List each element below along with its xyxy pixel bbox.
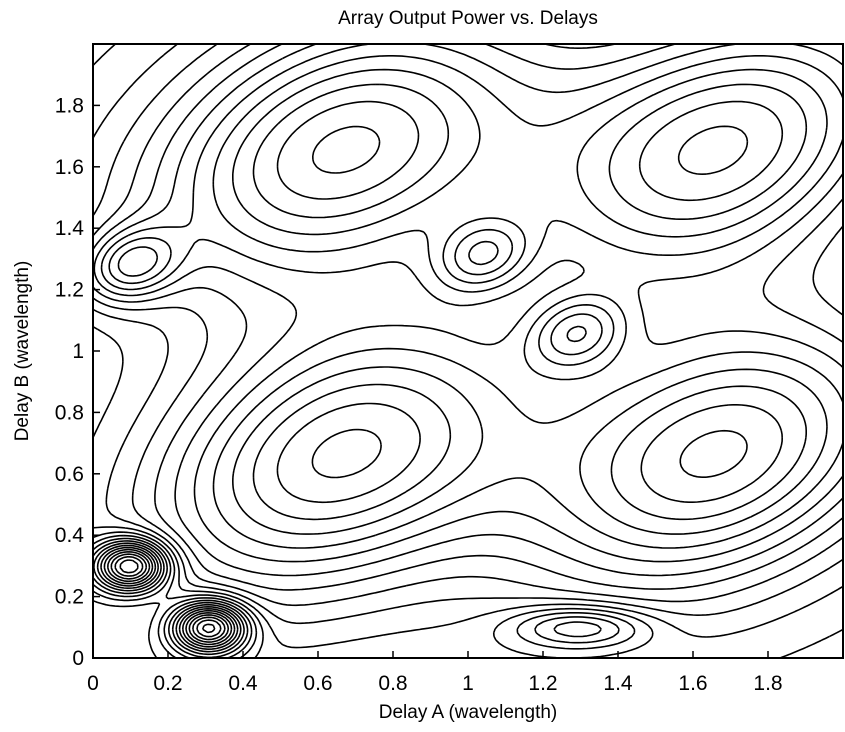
y-axis: 0 0.2 0.4 0.6 0.8 1 1.2 1.4 1.6 1.8 <box>55 94 100 670</box>
contour-level-3 <box>114 555 226 641</box>
y-tick-label: 1.8 <box>55 94 84 117</box>
contour-level-15 <box>93 44 843 625</box>
y-tick-label: 0.2 <box>55 586 84 609</box>
x-tick-label: 0 <box>87 672 99 695</box>
y-tick-label: 1 <box>72 340 84 363</box>
y-tick-label: 0 <box>72 647 84 670</box>
x-axis-label: Delay A (wavelength) <box>379 702 558 723</box>
x-tick-label: 1.4 <box>603 672 633 695</box>
x-tick-label: 1 <box>462 672 474 695</box>
contour-level-19 <box>100 44 843 563</box>
contour-level-21 <box>117 68 828 535</box>
contour-level-4 <box>110 553 230 643</box>
y-tick-label: 1.6 <box>55 156 84 179</box>
contour-level-23 <box>276 100 784 504</box>
contour-level-8 <box>96 544 242 653</box>
contour-level-13 <box>93 44 843 658</box>
x-tick-label: 0.8 <box>378 672 407 695</box>
contour-level-22 <box>252 83 808 521</box>
x-tick-label: 1.8 <box>753 672 782 695</box>
y-tick-label: 0.4 <box>55 524 85 547</box>
contour-level-16 <box>93 44 843 607</box>
contour-level-5 <box>107 551 233 646</box>
x-tick-label: 0.6 <box>303 672 332 695</box>
contour-lines <box>93 44 843 658</box>
contour-level-9 <box>93 542 245 656</box>
contour-level-24 <box>311 125 749 479</box>
x-tick-label: 0.4 <box>228 672 258 695</box>
x-tick-label: 1.6 <box>678 672 707 695</box>
chart-title: Array Output Power vs. Delays <box>338 8 598 29</box>
x-tick-label: 1.2 <box>528 672 557 695</box>
y-tick-label: 0.8 <box>55 401 84 424</box>
contour-level-2 <box>119 559 222 638</box>
y-tick-label: 0.6 <box>55 463 84 486</box>
contour-level-7 <box>100 546 239 650</box>
plot-frame <box>92 43 844 659</box>
x-axis: 0 0.2 0.4 0.6 0.8 1 1.2 1.4 1.6 1.8 <box>87 651 783 695</box>
contour-level-18 <box>93 44 843 577</box>
contour-level-12 <box>93 534 636 658</box>
y-axis-label: Delay B (wavelength) <box>12 261 33 442</box>
x-tick-label: 0.2 <box>153 672 182 695</box>
y-tick-label: 1.4 <box>55 217 85 240</box>
contour-level-17 <box>93 44 843 591</box>
y-tick-label: 1.2 <box>55 279 84 302</box>
contour-level-1 <box>202 623 216 634</box>
contour-level-14 <box>93 44 843 649</box>
contour-level-10 <box>93 540 602 658</box>
contour-level-20 <box>108 55 843 549</box>
contour-level-6 <box>103 548 236 648</box>
contour-level-11 <box>93 537 620 658</box>
